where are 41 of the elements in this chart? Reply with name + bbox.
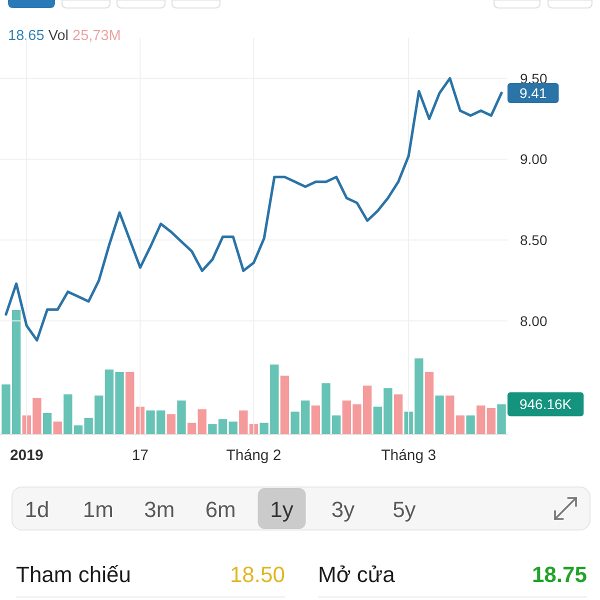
data-label: 9.41 xyxy=(520,84,547,101)
text: 3y xyxy=(331,497,355,522)
text: 18.75 xyxy=(532,562,587,587)
text: 946.16K xyxy=(519,396,572,412)
text: 6m xyxy=(205,497,236,522)
bar xyxy=(53,422,62,434)
bar xyxy=(424,372,434,434)
bar xyxy=(435,396,444,434)
bar xyxy=(187,422,196,434)
y-tick-label: 9.00 xyxy=(520,151,548,168)
text: 1y xyxy=(270,497,294,522)
bar xyxy=(228,422,238,434)
y-tick-label: 8.50 xyxy=(520,232,548,248)
bar xyxy=(177,400,186,434)
bar xyxy=(198,409,206,434)
bar xyxy=(466,415,475,434)
text: 1m xyxy=(82,497,114,522)
bar xyxy=(42,412,52,434)
text: Mở cửa xyxy=(318,562,396,587)
bar xyxy=(166,414,176,434)
bar xyxy=(126,372,134,434)
line-series xyxy=(4,77,503,342)
text: Tham chiếu xyxy=(16,562,131,587)
bar xyxy=(456,415,465,434)
x-tick-label: 2019 xyxy=(10,447,44,464)
bar xyxy=(497,404,506,434)
x-tick-label: Tháng 2 xyxy=(226,447,282,464)
x-tick-label: 17 xyxy=(132,447,149,464)
text: 18.50 xyxy=(230,562,285,587)
bar xyxy=(446,396,454,434)
bar xyxy=(476,405,486,434)
chart-title: 18.65 Vol 25,73M xyxy=(8,28,121,44)
bar xyxy=(486,408,496,434)
text: 1d xyxy=(24,497,50,522)
x-tick-label: Tháng 3 xyxy=(381,447,436,464)
text: 3m xyxy=(144,497,175,522)
bar xyxy=(311,405,320,434)
text: 5y xyxy=(392,497,416,522)
bar xyxy=(394,394,403,434)
y-tick-label: 8.00 xyxy=(520,312,548,329)
bar xyxy=(280,376,290,434)
